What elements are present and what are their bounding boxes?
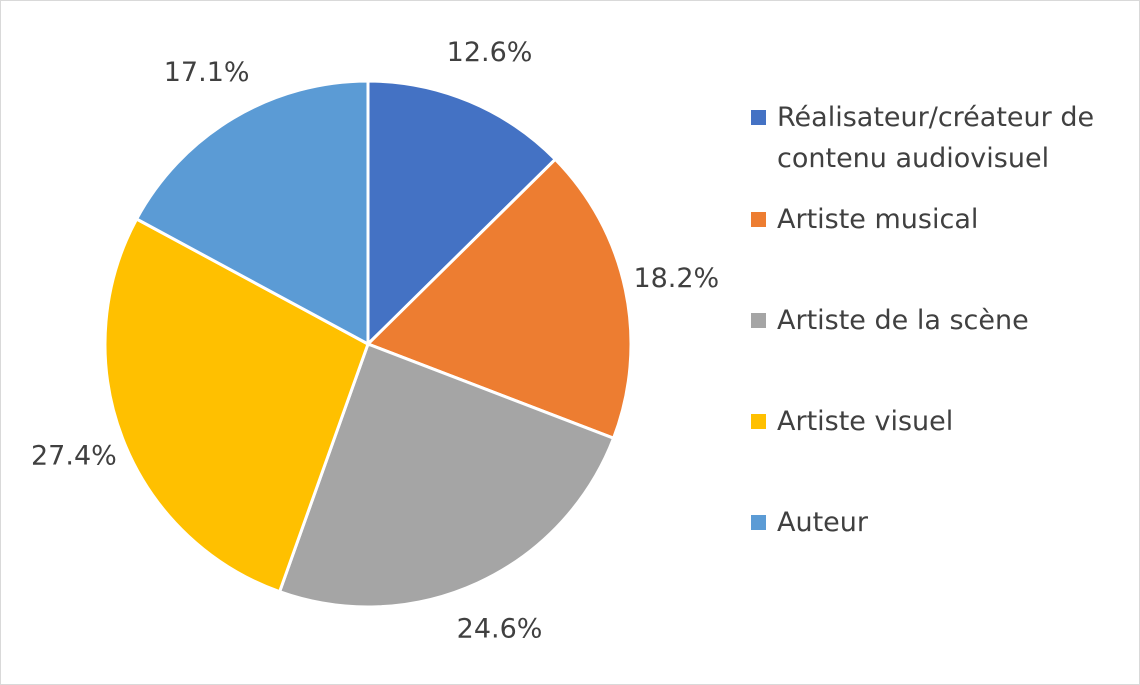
- legend-label: Auteur: [777, 507, 868, 538]
- legend-item: Artiste musical: [751, 199, 1131, 240]
- legend-swatch: [751, 414, 766, 429]
- data-label: 24.6%: [457, 614, 543, 645]
- pie-slice: [103, 216, 370, 594]
- data-label: 27.4%: [31, 440, 117, 471]
- pie-slice: [366, 79, 558, 348]
- legend-swatch: [751, 515, 766, 530]
- data-label: 17.1%: [164, 57, 250, 88]
- legend-item: Réalisateur/créateur de contenu audiovis…: [751, 97, 1131, 179]
- legend-label: Artiste musical: [777, 204, 979, 235]
- legend-swatch: [751, 212, 766, 227]
- legend-item: Artiste de la scène: [751, 300, 1131, 341]
- pie-slice: [277, 342, 616, 609]
- data-label: 12.6%: [447, 37, 533, 68]
- legend: Réalisateur/créateur de contenu audiovis…: [751, 97, 1131, 603]
- legend-label: Artiste de la scène: [777, 305, 1029, 336]
- legend-item: Auteur: [751, 502, 1131, 543]
- pie-slice: [134, 79, 370, 347]
- data-label: 18.2%: [633, 263, 719, 294]
- legend-label: Réalisateur/créateur de contenu audiovis…: [777, 102, 1095, 174]
- legend-label: Artiste visuel: [777, 406, 954, 437]
- legend-swatch: [751, 110, 766, 125]
- legend-swatch: [751, 313, 766, 328]
- legend-item: Artiste visuel: [751, 401, 1131, 442]
